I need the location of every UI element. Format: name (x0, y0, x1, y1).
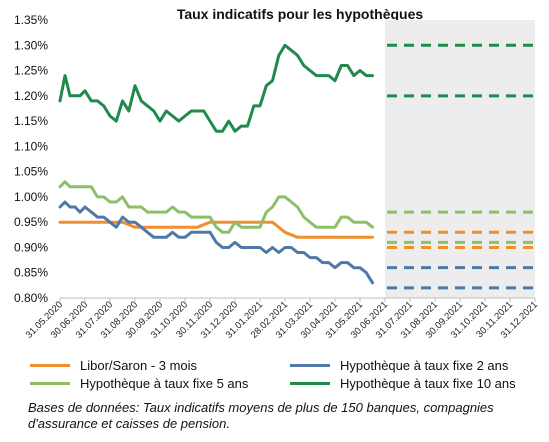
series-line-3 (58, 43, 374, 133)
y-tick-label: 1.35% (14, 13, 48, 27)
series-line-1 (58, 200, 374, 285)
y-tick-label: 1.00% (14, 190, 48, 204)
legend-item-fixed-10y: Hypothèque à taux fixe 10 ans (290, 376, 516, 391)
y-tick-label: 1.30% (14, 38, 48, 52)
legend-item-fixed-2y: Hypothèque à taux fixe 2 ans (290, 358, 508, 373)
forecast-lines (387, 43, 533, 290)
series-lines (58, 43, 374, 285)
legend-swatch-fixed-5y (30, 382, 70, 385)
y-tick-label: 1.10% (14, 139, 48, 153)
legend-swatch-fixed-10y (290, 382, 330, 385)
forecast-shading (385, 20, 535, 298)
source-note: Bases de données: Taux indicatifs moyens… (28, 400, 494, 431)
y-tick-label: 1.25% (14, 64, 48, 78)
series-line-2 (58, 180, 374, 234)
y-tick-label: 0.95% (14, 215, 48, 229)
legend-item-libor: Libor/Saron - 3 mois (30, 358, 197, 373)
legend-item-fixed-5y: Hypothèque à taux fixe 5 ans (30, 376, 248, 391)
legend-label-fixed-10y: Hypothèque à taux fixe 10 ans (340, 376, 516, 391)
x-axis: 31.05.202030.06.202031.07.202031.08.2020… (24, 297, 540, 341)
y-axis: 0.80% 0.85% 0.90% 0.95% 1.00% 1.05% 1.10% 1.15%… (14, 13, 48, 305)
y-tick-label: 1.15% (14, 114, 48, 128)
legend-swatch-fixed-2y (290, 364, 330, 367)
y-tick-label: 0.80% (14, 291, 48, 305)
legend-label-libor: Libor/Saron - 3 mois (80, 358, 198, 373)
y-tick-label: 0.90% (14, 240, 48, 254)
chart: Taux indicatifs pour les hypothèques 0.8… (14, 6, 540, 341)
legend-swatch-libor (30, 364, 70, 367)
y-tick-label: 1.05% (14, 165, 48, 179)
y-tick-label: 0.85% (14, 266, 48, 280)
forecast-shading-rect (385, 20, 535, 298)
y-tick-label: 1.20% (14, 89, 48, 103)
chart-title: Taux indicatifs pour les hypothèques (177, 6, 424, 22)
legend-label-fixed-2y: Hypothèque à taux fixe 2 ans (340, 358, 509, 373)
legend-label-fixed-5y: Hypothèque à taux fixe 5 ans (80, 376, 249, 391)
